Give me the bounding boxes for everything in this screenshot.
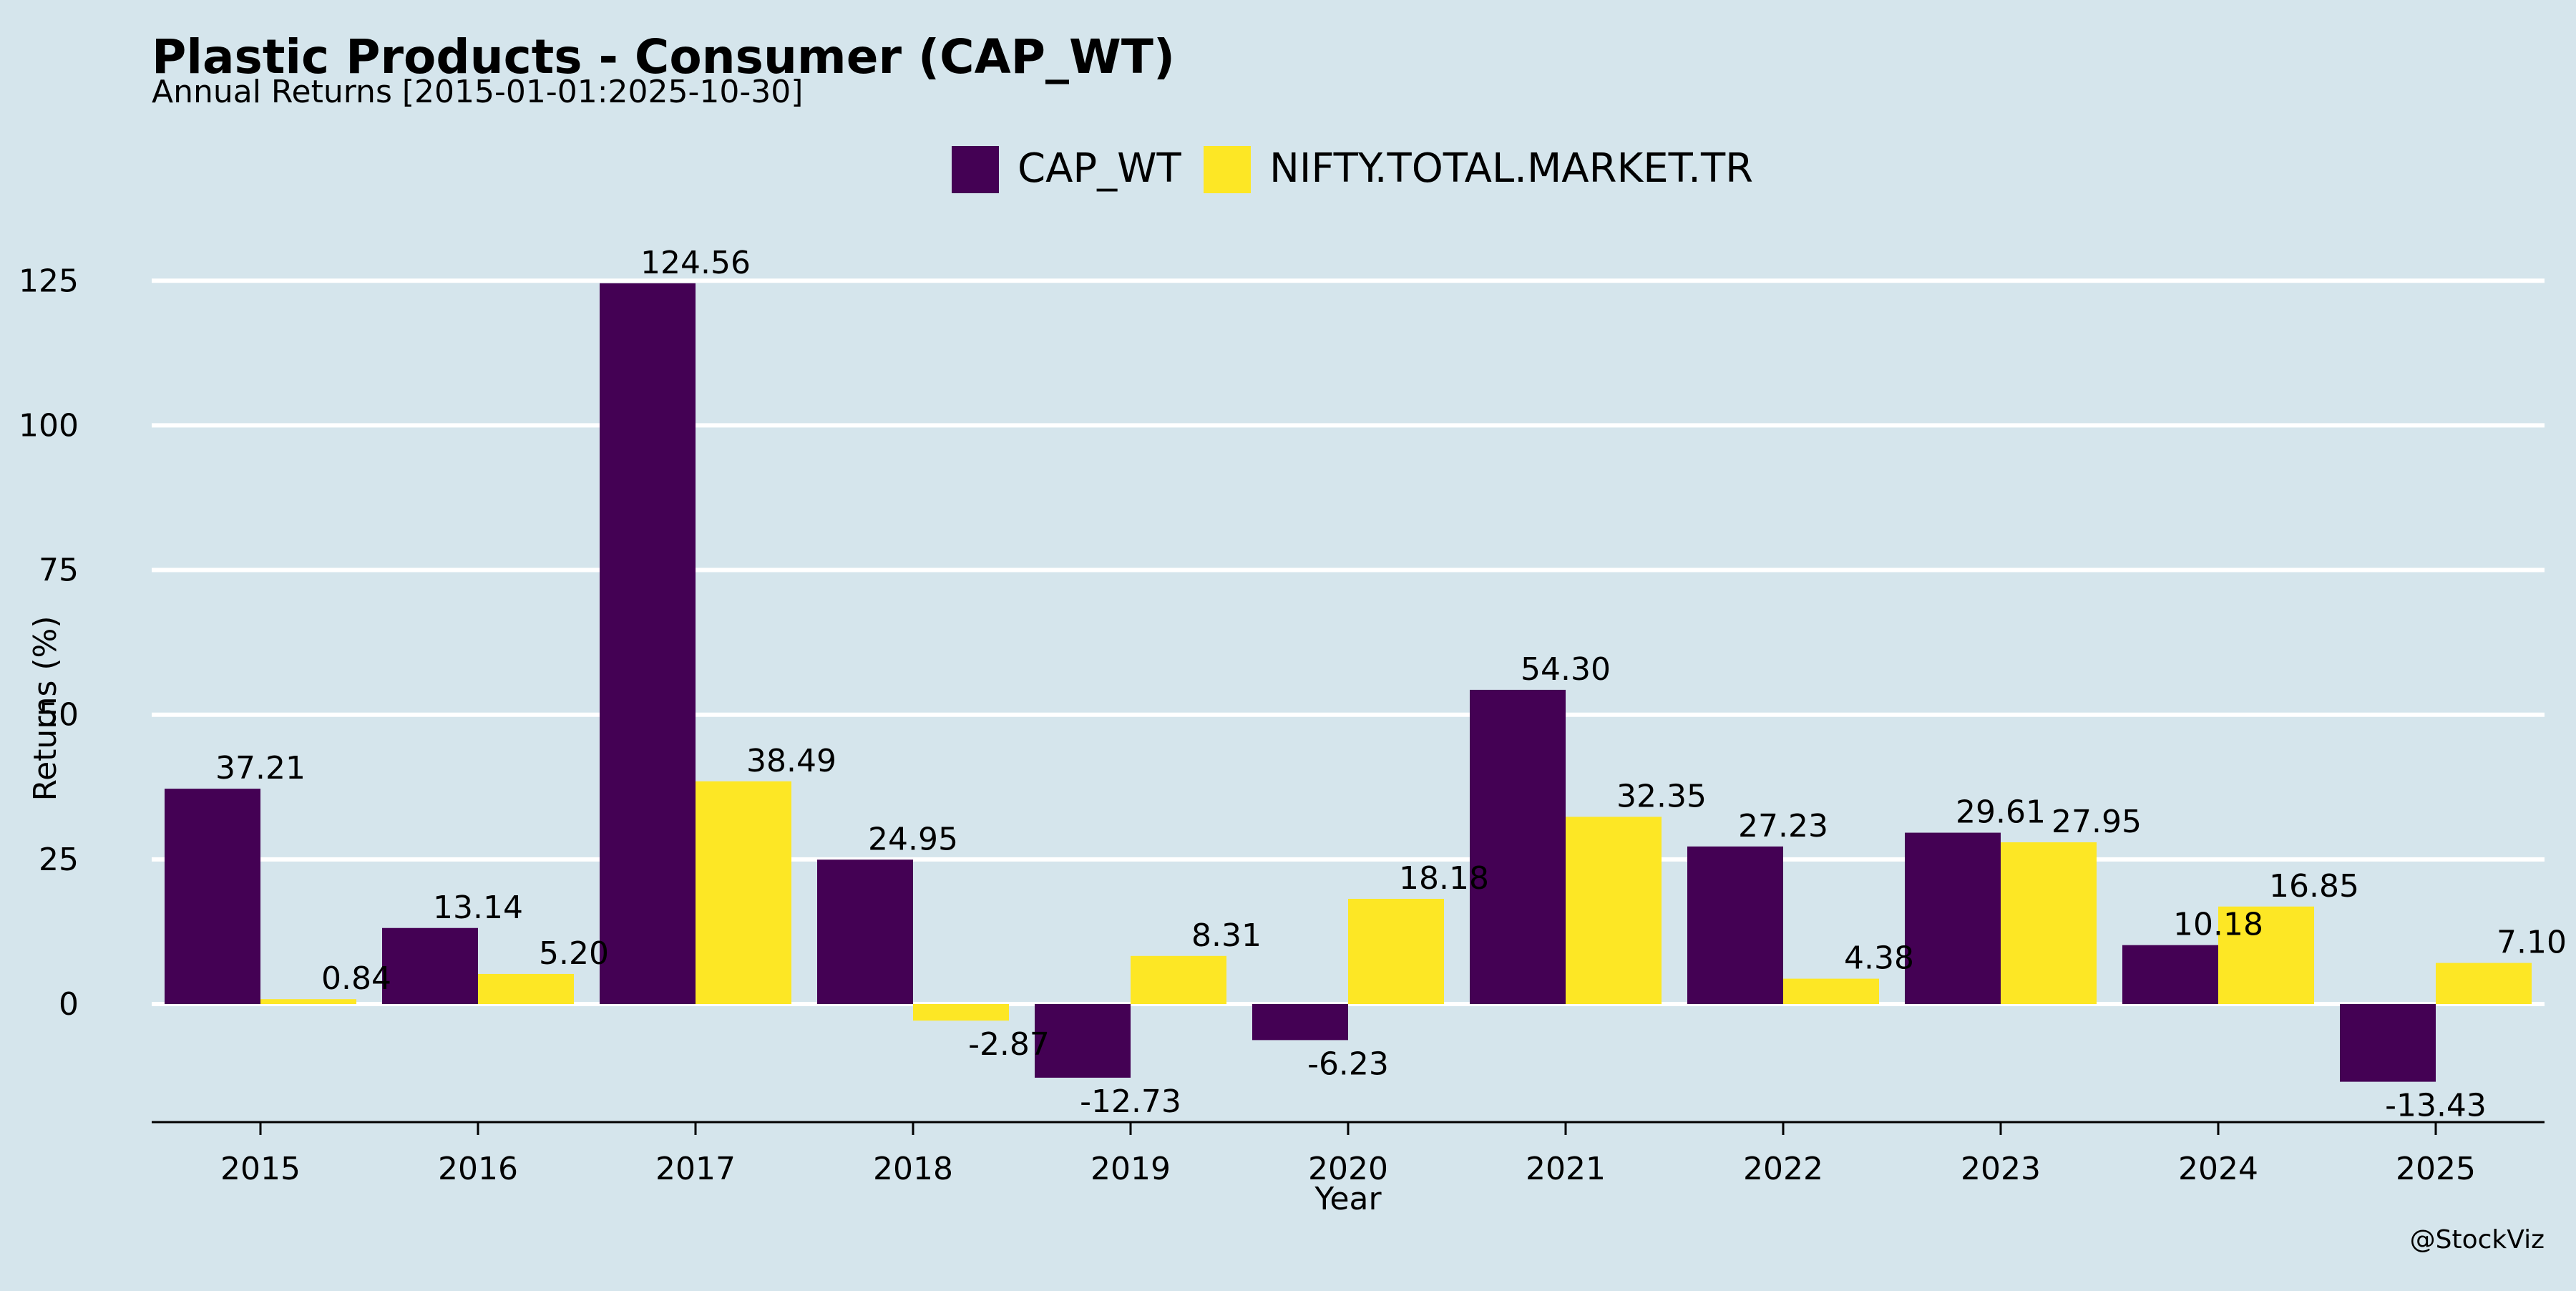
bar-nifty-2021 bbox=[1566, 817, 1662, 1004]
bar-cap-wt-2022 bbox=[1687, 846, 1783, 1004]
x-tick-label-2015: 2015 bbox=[220, 1151, 301, 1187]
data-label-nifty-2021: 32.35 bbox=[1616, 778, 1707, 814]
x-tick-label-2018: 2018 bbox=[873, 1151, 953, 1187]
bar-nifty-2018 bbox=[913, 1004, 1009, 1021]
y-tick-label: 100 bbox=[19, 407, 79, 444]
y-axis-title: Returns (%) bbox=[27, 615, 64, 801]
data-label-cap-wt-2015: 37.21 bbox=[215, 750, 306, 786]
x-tick-label-2021: 2021 bbox=[1526, 1151, 1606, 1187]
legend: CAP_WT NIFTY.TOTAL.MARKET.TR bbox=[952, 145, 1753, 193]
x-tick-label-2016: 2016 bbox=[438, 1151, 518, 1187]
x-tick-label-2017: 2017 bbox=[655, 1151, 736, 1187]
x-tick-label-2025: 2025 bbox=[2396, 1151, 2476, 1187]
x-axis: 2015 2016 2017 2018 2019 2020 2021 2022 2023 2024… bbox=[152, 1121, 2545, 1187]
data-label-cap-wt-2022: 27.23 bbox=[1738, 808, 1828, 844]
bar-cap-wt-2016 bbox=[382, 927, 478, 1004]
data-label-nifty-2018: -2.87 bbox=[968, 1026, 1050, 1063]
bars bbox=[165, 283, 2532, 1082]
bar-cap-wt-2015 bbox=[165, 789, 260, 1004]
bar-cap-wt-2021 bbox=[1470, 689, 1566, 1004]
x-tick-label-2019: 2019 bbox=[1091, 1151, 1171, 1187]
data-label-nifty-2019: 8.31 bbox=[1191, 917, 1262, 954]
data-label-cap-wt-2025: -13.43 bbox=[2385, 1088, 2487, 1124]
data-label-cap-wt-2020: -6.23 bbox=[1307, 1046, 1389, 1082]
legend-label-nifty: NIFTY.TOTAL.MARKET.TR bbox=[1269, 145, 1753, 192]
bar-nifty-2016 bbox=[478, 973, 574, 1004]
y-tick-label: 50 bbox=[39, 697, 79, 734]
legend-swatch-cap-wt bbox=[952, 146, 999, 193]
bar-nifty-2025 bbox=[2436, 963, 2532, 1004]
bar-cap-wt-2018 bbox=[817, 859, 913, 1004]
data-label-nifty-2023: 27.95 bbox=[2051, 804, 2142, 840]
bar-nifty-2020 bbox=[1348, 898, 1444, 1004]
data-label-cap-wt-2023: 29.61 bbox=[1956, 794, 2046, 831]
data-label-cap-wt-2024: 10.18 bbox=[2173, 907, 2263, 943]
watermark: @StockViz bbox=[2410, 1225, 2545, 1255]
x-tick-label-2023: 2023 bbox=[1961, 1151, 2041, 1187]
data-label-cap-wt-2021: 54.30 bbox=[1521, 651, 1611, 688]
data-label-cap-wt-2017: 124.56 bbox=[640, 245, 751, 281]
bar-cap-wt-2017 bbox=[600, 283, 696, 1004]
data-label-cap-wt-2019: -12.73 bbox=[1080, 1083, 1181, 1120]
y-tick-label: 0 bbox=[59, 986, 79, 1023]
bar-nifty-2019 bbox=[1131, 955, 1226, 1004]
bar-nifty-2022 bbox=[1783, 978, 1879, 1004]
data-label-nifty-2015: 0.84 bbox=[321, 960, 391, 997]
x-axis-title: Year bbox=[1314, 1181, 1382, 1217]
bar-cap-wt-2020 bbox=[1252, 1004, 1348, 1041]
data-label-nifty-2024: 16.85 bbox=[2269, 868, 2359, 905]
bar-cap-wt-2023 bbox=[1905, 832, 2001, 1004]
bar-nifty-2015 bbox=[260, 999, 356, 1004]
bar-labels: 37.210.8413.145.20124.5638.4924.95-2.87-… bbox=[215, 245, 2567, 1124]
data-label-nifty-2025: 7.10 bbox=[2497, 925, 2567, 961]
bar-nifty-2024 bbox=[2218, 906, 2314, 1004]
bar-cap-wt-2019 bbox=[1035, 1004, 1131, 1078]
legend-label-cap-wt: CAP_WT bbox=[1018, 145, 1182, 192]
data-label-cap-wt-2016: 13.14 bbox=[433, 890, 523, 926]
y-tick-label: 25 bbox=[39, 842, 79, 878]
data-label-nifty-2020: 18.18 bbox=[1399, 860, 1489, 897]
bar-cap-wt-2025 bbox=[2340, 1004, 2436, 1082]
x-tick-label-2022: 2022 bbox=[1743, 1151, 1823, 1187]
data-label-cap-wt-2018: 24.95 bbox=[868, 821, 958, 857]
y-tick-label: 125 bbox=[19, 263, 79, 299]
y-axis-ticks: 0 25 50 75 100 125 bbox=[19, 263, 79, 1023]
data-label-nifty-2016: 5.20 bbox=[539, 935, 609, 972]
x-tick-label-2024: 2024 bbox=[2178, 1151, 2258, 1187]
chart-title: Plastic Products - Consumer (CAP_WT) bbox=[152, 29, 1175, 84]
legend-swatch-nifty bbox=[1204, 146, 1251, 193]
data-label-nifty-2017: 38.49 bbox=[746, 743, 836, 779]
x-tick-label-2020: 2020 bbox=[1308, 1151, 1388, 1187]
bar-cap-wt-2024 bbox=[2122, 945, 2218, 1004]
data-label-nifty-2022: 4.38 bbox=[1844, 940, 1914, 977]
bar-nifty-2017 bbox=[696, 781, 791, 1004]
bar-nifty-2023 bbox=[2001, 842, 2097, 1004]
chart-subtitle: Annual Returns [2015-01-01:2025-10-30] bbox=[152, 74, 803, 110]
y-tick-label: 75 bbox=[39, 552, 79, 589]
